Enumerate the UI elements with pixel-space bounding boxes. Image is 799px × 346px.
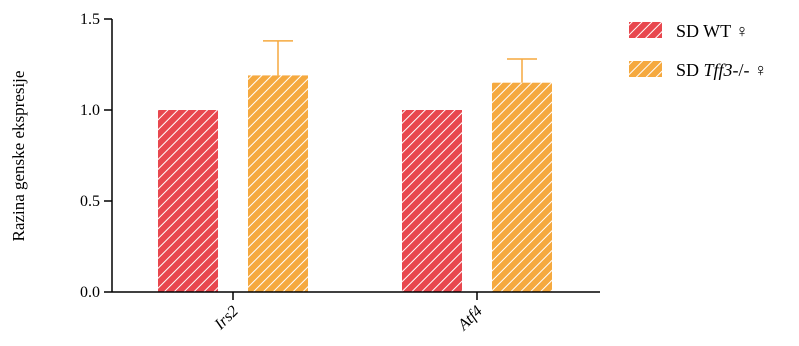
legend-item-wt: SD WT ♀ [629,21,749,41]
legend-label-wt: SD WT ♀ [676,21,749,41]
bar-atf4-series-0 [402,110,462,292]
legend-swatch-tff3 [629,61,662,77]
y-tick-label: 1.5 [80,11,100,28]
x-ticks: Irs2 Atf4 [211,292,486,334]
bar-irs2-series-1 [248,75,308,292]
y-tick-label: 0.0 [80,284,100,301]
legend-item-tff3: SD Tff3-/- ♀ [629,60,768,80]
error-bars-layer [263,40,537,83]
y-axis-label: Razina genske ekspresije [9,71,28,242]
bar-irs2-series-0 [158,110,218,292]
y-tick-label: 1.0 [80,102,100,119]
x-tick-label-atf4: Atf4 [454,303,486,335]
legend-swatch-wt [629,22,662,38]
bar-atf4-series-1 [492,82,552,292]
legend: SD WT ♀ SD Tff3-/- ♀ [629,21,768,80]
bars-layer [158,75,552,292]
x-tick-label-irs2: Irs2 [211,303,242,334]
y-tick-label: 0.5 [80,193,100,210]
legend-label-tff3: SD Tff3-/- ♀ [676,60,768,80]
y-ticks: 0.0 0.5 1.0 1.5 [80,11,112,301]
